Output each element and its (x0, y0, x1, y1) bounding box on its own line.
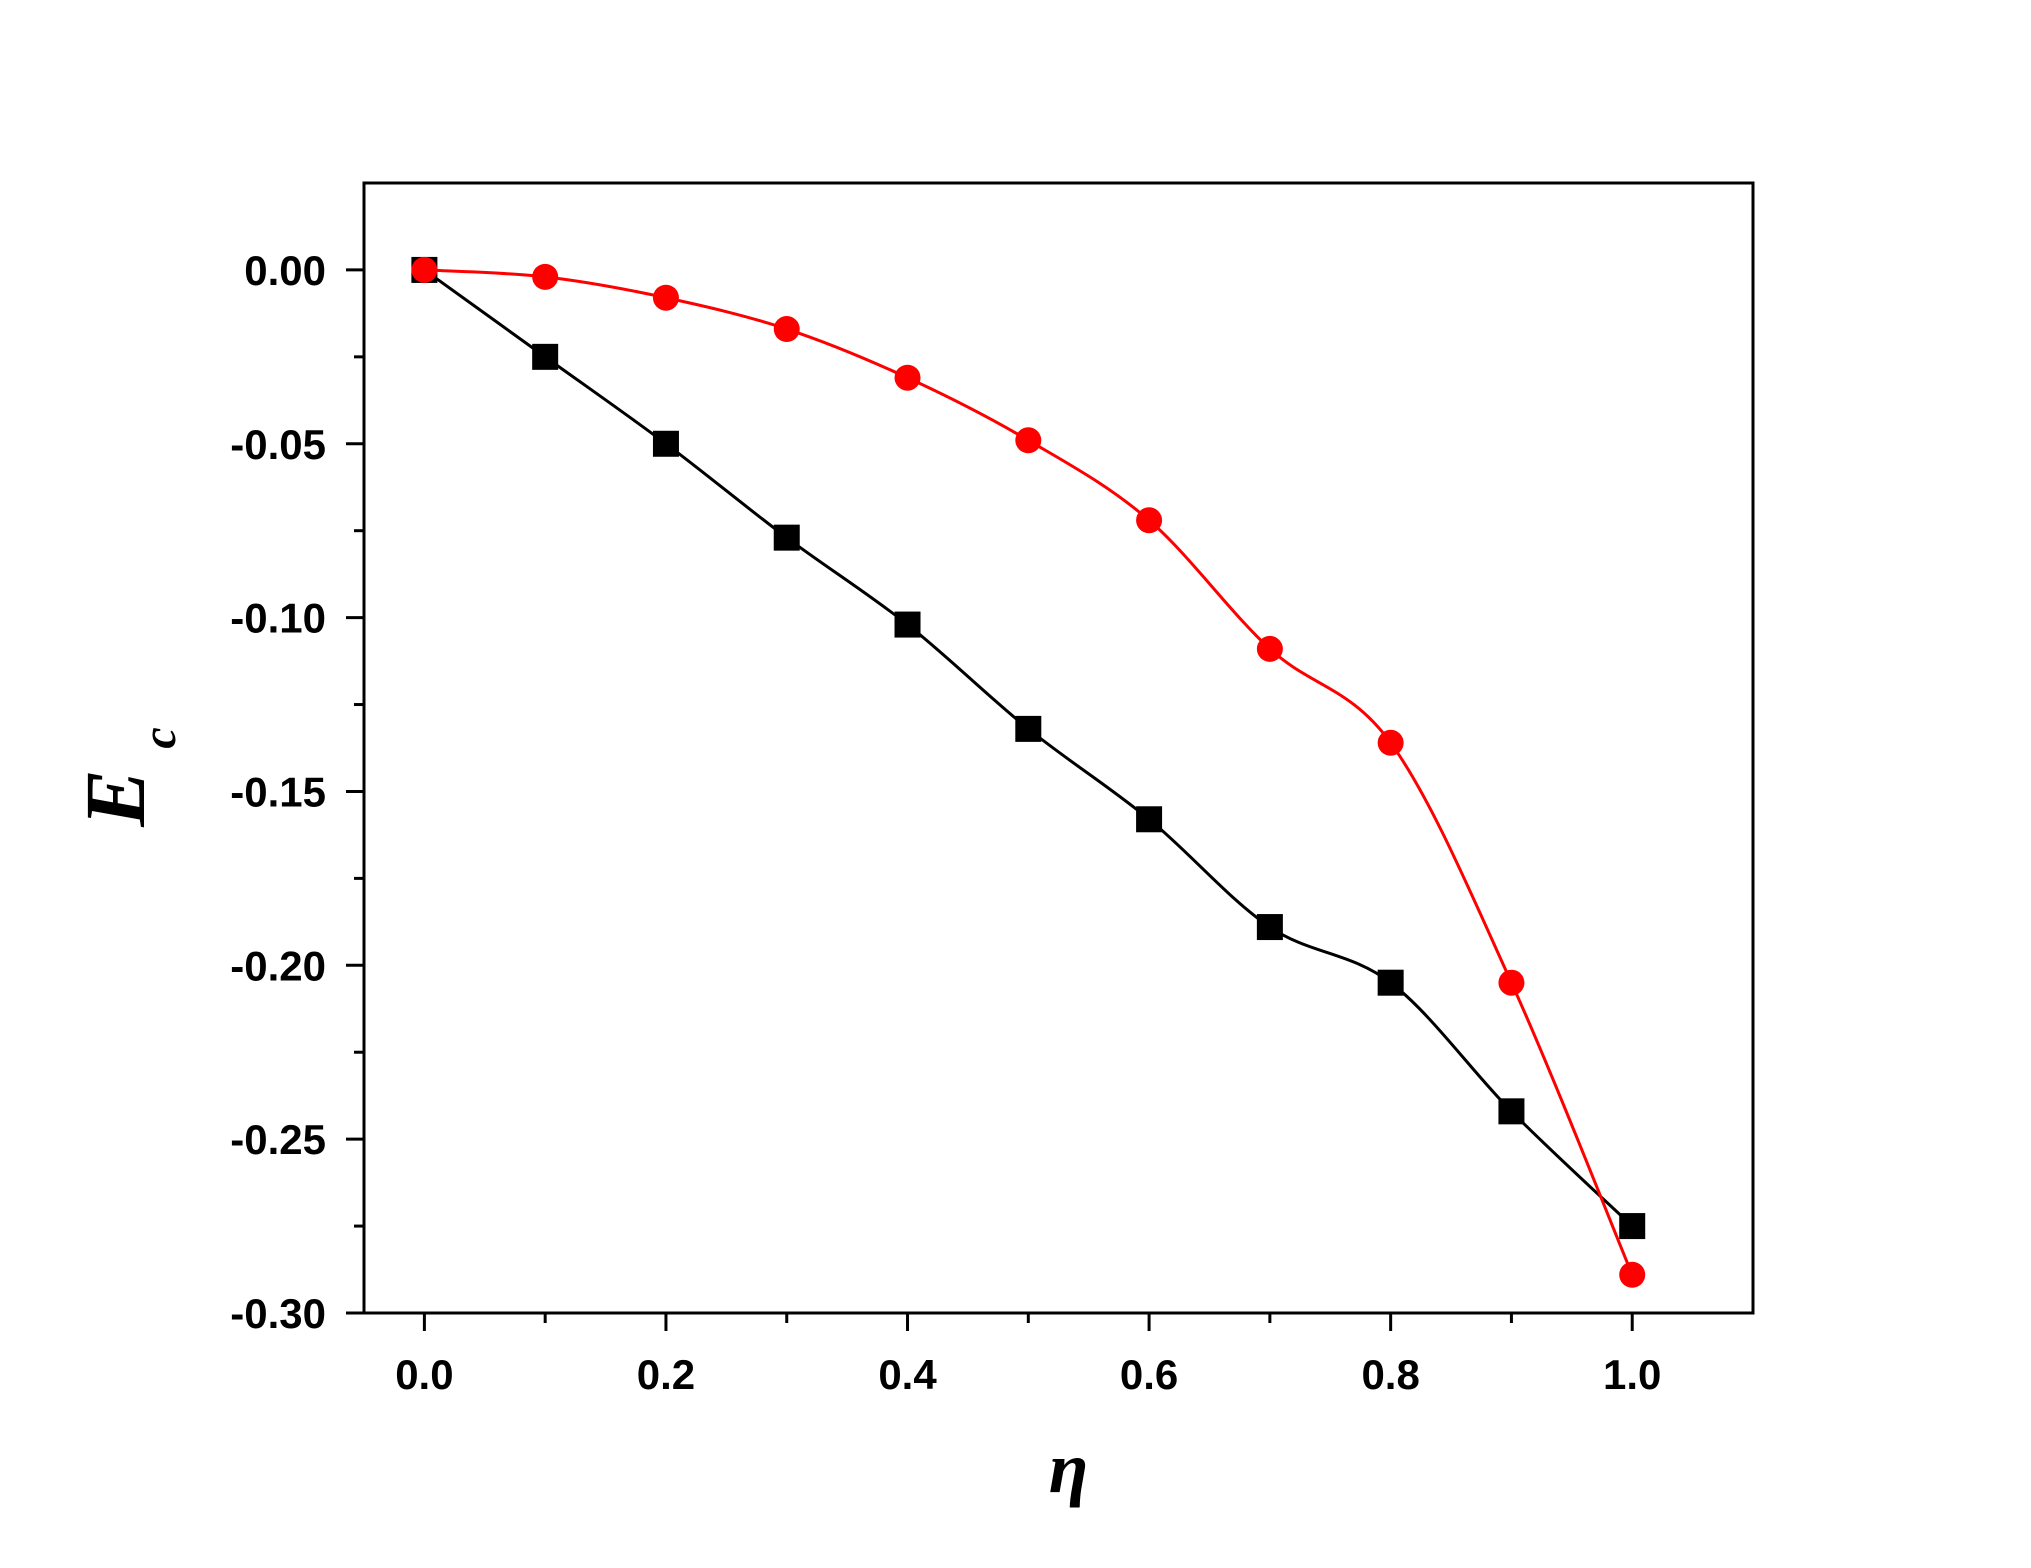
data-point-square (1136, 806, 1163, 833)
data-point-circle (1377, 729, 1404, 756)
data-point-square (773, 524, 800, 551)
y-tick-label: -0.30 (230, 1290, 326, 1337)
data-point-square (1015, 715, 1042, 742)
data-point-circle (773, 316, 800, 343)
data-point-square (1256, 914, 1283, 941)
data-point-circle (1498, 969, 1525, 996)
series-2 (411, 256, 1646, 1288)
data-point-circle (652, 284, 679, 311)
data-point-circle (1136, 507, 1163, 534)
data-point-circle (1256, 635, 1283, 662)
y-tick-label: -0.10 (230, 595, 326, 642)
data-point-square (652, 430, 679, 457)
x-tick-label: 1.0 (1603, 1351, 1661, 1398)
y-tick-label: 0.00 (244, 247, 326, 294)
series-layer (411, 256, 1646, 1288)
x-axis-title: η (1049, 1428, 1089, 1508)
data-point-square (532, 343, 559, 370)
data-point-circle (1619, 1261, 1646, 1288)
data-point-square (1619, 1213, 1646, 1240)
y-axis-title: E c (67, 727, 186, 827)
y-tick-label: -0.05 (230, 421, 326, 468)
data-point-circle (411, 256, 438, 283)
y-tick-label: -0.25 (230, 1116, 326, 1163)
data-point-square (894, 611, 921, 638)
y-axis-title-main: E (67, 769, 163, 827)
data-point-circle (1015, 427, 1042, 454)
x-tick-label: 0.2 (637, 1351, 695, 1398)
y-tick-label: -0.15 (230, 768, 326, 815)
x-tick-label: 0.4 (878, 1351, 937, 1398)
data-point-circle (894, 364, 921, 391)
y-axis-title-sub: c (133, 727, 186, 748)
y-tick-label: -0.20 (230, 942, 326, 989)
data-point-circle (532, 263, 559, 290)
plot-frame (362, 181, 1755, 1315)
ticks-layer: 0.0 0.2 0.4 0.6 0.8 1.0 0.00 -0.05 -0.10 -0.15 -0.… (230, 247, 1661, 1398)
x-tick-label: 0.8 (1361, 1351, 1419, 1398)
x-tick-label: 0.6 (1120, 1351, 1178, 1398)
data-point-square (1377, 969, 1404, 996)
data-point-square (1498, 1098, 1525, 1125)
x-tick-label: 0.0 (395, 1351, 453, 1398)
